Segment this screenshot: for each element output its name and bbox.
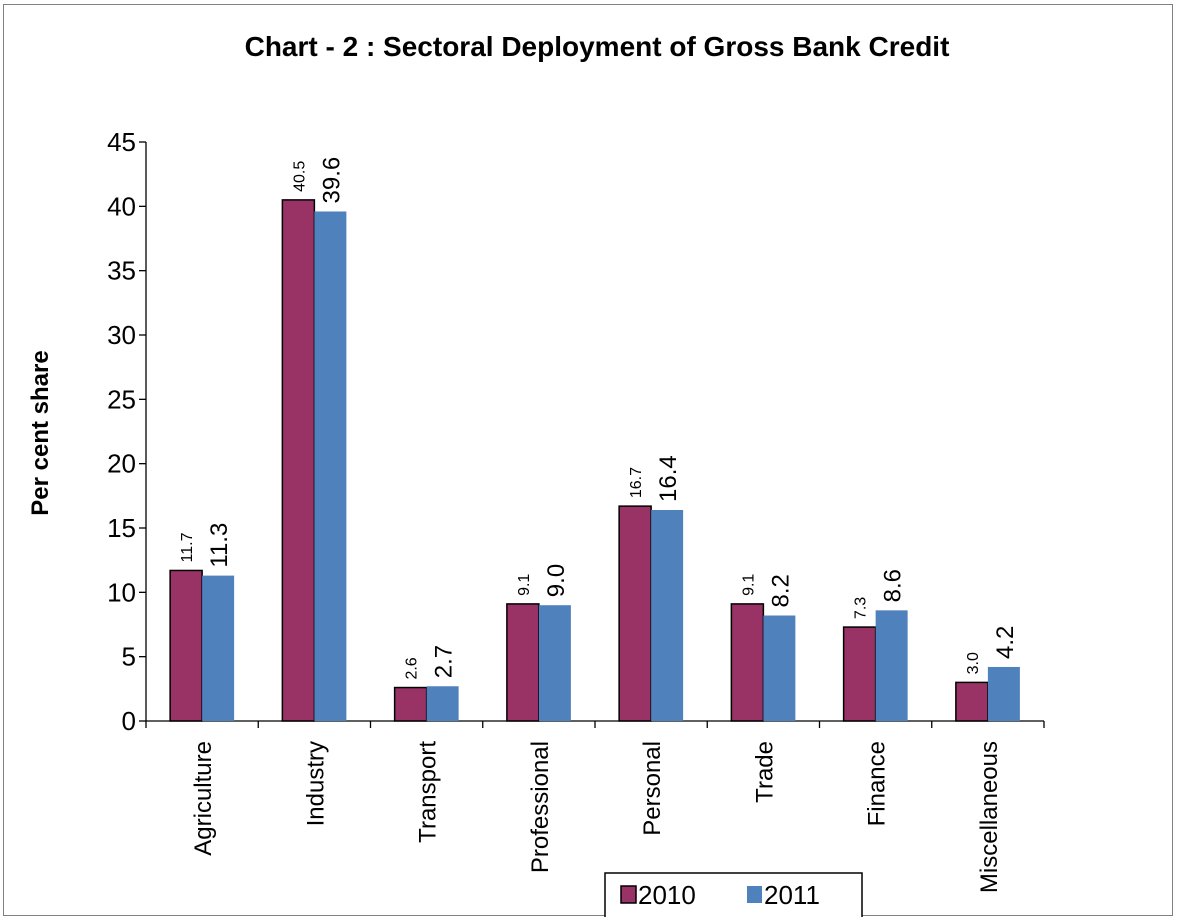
category-label-transport: Transport [415,741,442,843]
data-label-2011-professional: 9.0 [543,564,570,597]
data-label-2010-personal: 16.7 [628,467,645,498]
data-label-2010-miscellaneous: 3.0 [965,652,982,674]
bar-2011-professional [538,605,571,721]
y-tick-label: 25 [107,384,136,414]
y-tick-label: 10 [107,577,136,607]
category-label-industry: Industry [302,741,329,826]
category-label-miscellaneous: Miscellaneous [976,741,1003,893]
data-label-2011-finance: 8.6 [880,569,907,602]
y-tick-label: 45 [107,127,136,157]
data-label-2010-agriculture: 11.7 [179,532,196,562]
data-label-2010-finance: 7.3 [853,597,870,619]
legend-label-2010: 2010 [638,880,696,910]
bar-2011-agriculture [202,575,235,721]
y-tick-label: 20 [107,449,136,479]
legend-label-2011: 2011 [764,880,820,910]
data-label-2010-trade: 9.1 [740,574,757,596]
bar-2011-trade [763,615,796,721]
data-labels: 11.7 11.3 40.5 39.6 2.6 2.7 9.1 9.0 16.7 16.4 9.1 8… [179,157,1019,680]
bar-2011-finance [875,610,908,721]
bar-chart: Chart - 2 : Sectoral Deployment of Gross… [27,31,1045,917]
bar-2010-agriculture [169,569,203,722]
bar-2010-miscellaneous [955,681,989,722]
bar-2010-finance [842,626,877,722]
y-axis-title: Per cent share [27,350,54,515]
chart-area: Chart - 2 : Sectoral Deployment of Gross… [3,4,1173,917]
category-label-personal: Personal [639,741,666,836]
legend-swatch-2010 [620,885,637,904]
bar-2010-professional [506,603,540,722]
category-label-trade: Trade [751,741,778,803]
bar-2011-industry [314,211,347,722]
data-label-2011-miscellaneous: 4.2 [992,626,1019,659]
category-labels: Agriculture Industry Transport Professional… [190,741,1003,893]
bar-2011-personal [651,509,684,721]
bars [169,199,1020,722]
data-label-2011-trade: 8.2 [767,574,794,607]
y-tick-label: 5 [122,642,136,672]
bar-2010-transport [393,686,428,722]
legend-swatch-2011 [747,886,762,903]
y-tick-label: 40 [107,191,136,221]
y-tick-label: 15 [107,513,136,543]
y-tick-label: 30 [107,320,136,350]
legend: 2010 2011 [604,872,863,917]
data-label-2011-industry: 39.6 [318,157,345,204]
bar-2010-personal [618,505,652,722]
data-label-2010-transport: 2.6 [404,657,421,679]
y-axis: 0 5 10 15 20 25 30 35 40 45 [107,127,147,736]
y-tick-label: 35 [107,256,136,286]
data-label-2011-personal: 16.4 [655,455,682,502]
chart-title: Chart - 2 : Sectoral Deployment of Gross… [245,31,950,62]
legend-box [604,872,863,917]
x-axis [145,720,1045,728]
data-label-2011-transport: 2.7 [431,645,458,678]
bar-2011-transport [426,686,459,721]
category-label-agriculture: Agriculture [190,741,217,856]
category-label-finance: Finance [864,741,891,826]
bar-2010-industry [281,199,316,722]
data-label-2010-industry: 40.5 [291,161,308,192]
data-label-2010-professional: 9.1 [516,574,533,596]
y-tick-label: 0 [122,706,136,736]
data-label-2011-agriculture: 11.3 [206,523,233,568]
category-label-professional: Professional [527,741,554,873]
bar-2010-trade [730,603,765,722]
bar-2011-miscellaneous [987,666,1020,721]
